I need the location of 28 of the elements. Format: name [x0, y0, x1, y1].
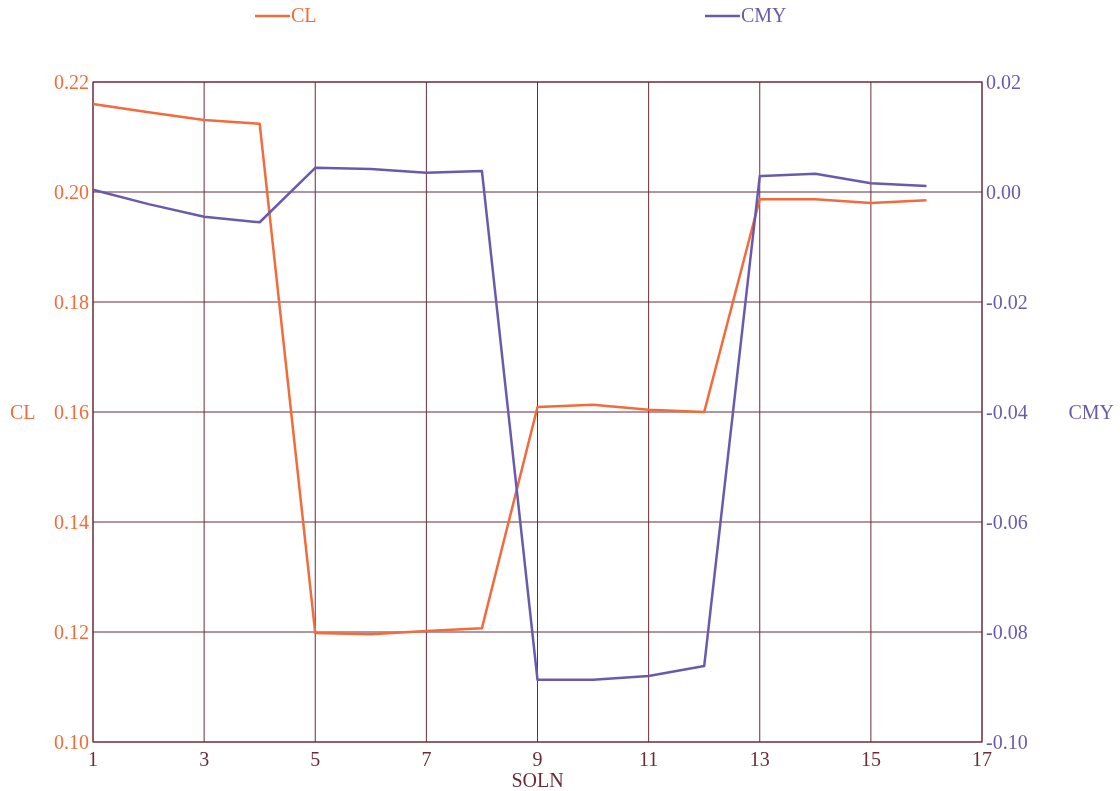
- y2-axis-title: CMY: [1068, 401, 1114, 423]
- legend-label: CMY: [741, 4, 787, 26]
- x-tick-label: 5: [310, 748, 321, 770]
- y-tick-label: 0.16: [54, 401, 89, 423]
- y2-tick-label: -0.06: [986, 511, 1028, 533]
- y-tick-label: 0.20: [54, 181, 89, 203]
- y2-tick-label: -0.02: [986, 291, 1028, 313]
- x-tick-label: 9: [532, 748, 543, 770]
- x-tick-label: 13: [749, 748, 770, 770]
- x-axis-title: SOLN: [511, 769, 564, 791]
- y-tick-label: 0.10: [54, 731, 89, 753]
- y-tick-label: 0.22: [54, 71, 89, 93]
- line-series: [91, 102, 928, 636]
- y2-tick-label: -0.08: [986, 621, 1028, 643]
- x-tick-label: 1: [88, 748, 98, 770]
- y2-tick-label: 0.02: [986, 71, 1021, 93]
- y-tick-label: 0.12: [54, 621, 89, 643]
- y-axis-title: CL: [10, 401, 36, 423]
- y-tick-label: 0.18: [54, 291, 89, 313]
- y-tick-label: 0.14: [54, 511, 89, 533]
- x-tick-label: 7: [421, 748, 432, 770]
- y2-tick-label: -0.04: [986, 401, 1028, 423]
- y2-tick-label: 0.00: [986, 181, 1021, 203]
- line-series: [91, 166, 928, 682]
- legend-label: CL: [291, 4, 317, 26]
- x-tick-label: 11: [638, 748, 659, 770]
- x-tick-label: 15: [860, 748, 881, 770]
- x-tick-label: 3: [199, 748, 210, 770]
